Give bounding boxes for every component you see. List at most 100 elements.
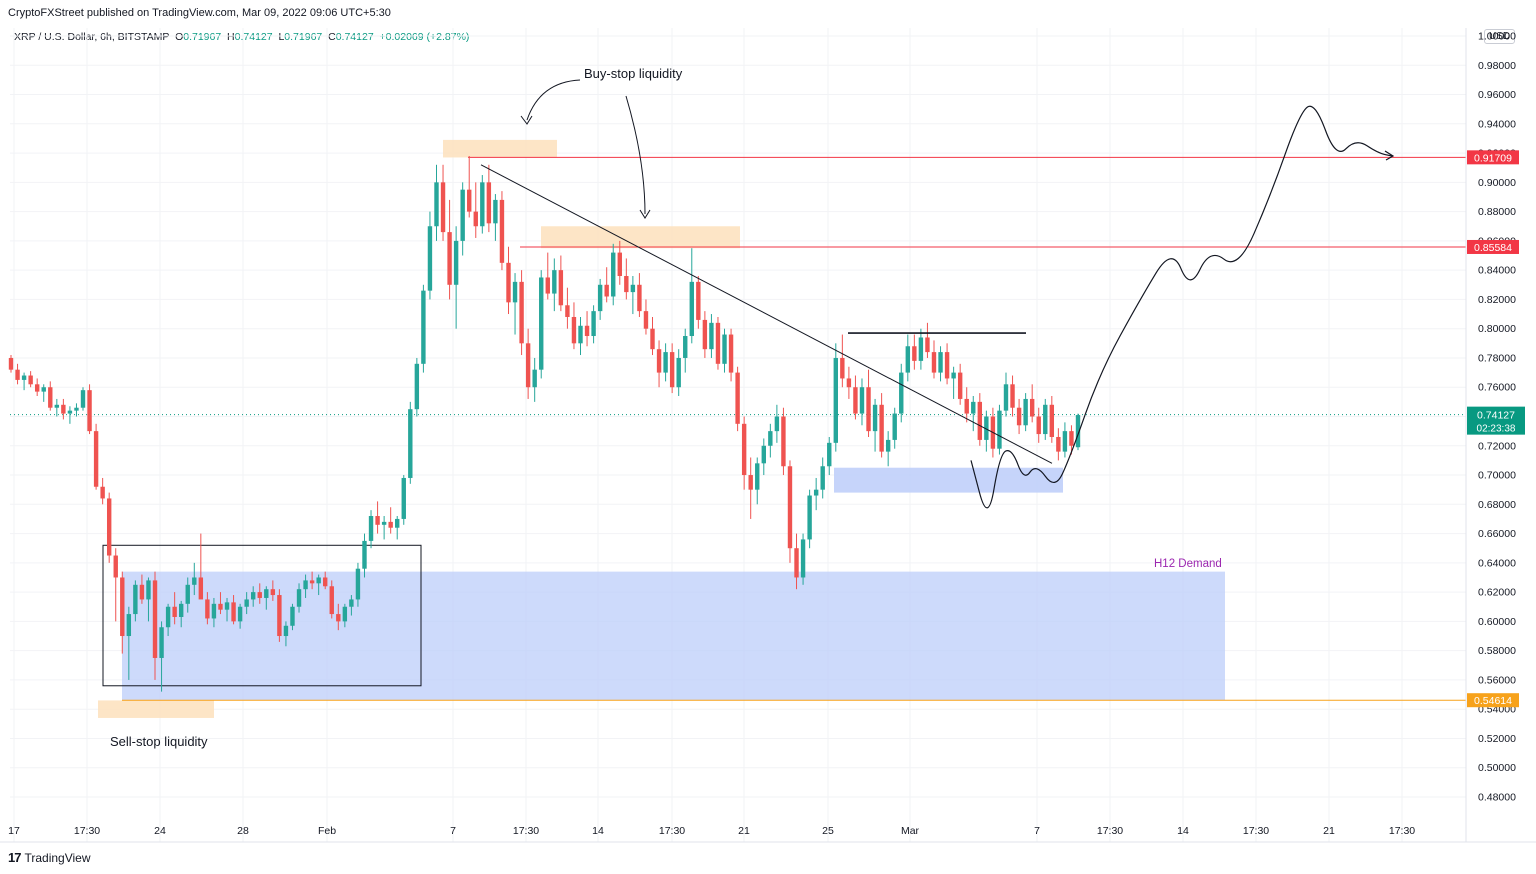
candle-body (565, 305, 570, 317)
candle-body (552, 270, 557, 294)
symbol-name[interactable]: XRP / U.S. Dollar, 6h, BITSTAMP (14, 31, 170, 43)
price-level-tag (1467, 693, 1519, 708)
descending-trendline (480, 164, 1053, 464)
candle-body (61, 404, 66, 414)
candle-body (597, 284, 603, 312)
candle-body (787, 466, 793, 549)
candle-body (290, 606, 295, 626)
y-axis[interactable]: 0.480000.500000.520000.540000.560000.580… (1465, 28, 1525, 842)
candle-body (355, 568, 361, 600)
candle-body (1016, 407, 1022, 426)
candle-body (270, 589, 276, 596)
current-price-label: 0.74127 (1477, 410, 1515, 422)
candle-body (827, 442, 832, 467)
candle-body (8, 357, 14, 370)
price-level-tag (1467, 239, 1519, 254)
candle-body (519, 281, 524, 344)
x-tick-label: 21 (1323, 825, 1335, 837)
tradingview-footer[interactable]: 17 TradingView (8, 850, 91, 865)
y-tick-label: 0.78000 (1478, 352, 1516, 364)
high-value: 0.74127 (234, 31, 273, 43)
y-tick-label: 0.80000 (1478, 323, 1516, 335)
candle-body (781, 416, 786, 467)
candle-body (859, 387, 865, 414)
close-value: 0.74127 (335, 31, 374, 43)
x-tick-label: Feb (318, 825, 336, 837)
candle-body (1023, 398, 1028, 426)
candle-body (728, 334, 734, 373)
candle-body (440, 182, 446, 233)
currency-badge[interactable]: USD (1484, 29, 1516, 44)
y-tick-label: 0.60000 (1478, 616, 1516, 628)
candle-body (918, 337, 924, 361)
y-tick-label: 0.66000 (1478, 528, 1516, 540)
x-tick-label: 17:30 (1389, 825, 1415, 837)
candle-body (637, 284, 642, 312)
y-tick-label: 0.56000 (1478, 674, 1516, 686)
buy-stop-arrow-left (526, 79, 581, 121)
buy-stop-zone-top (443, 139, 557, 158)
candle-body (846, 378, 852, 388)
candle-body (571, 316, 577, 344)
candle-body (34, 384, 40, 392)
candle-body (683, 336, 688, 358)
candle-body (336, 614, 341, 622)
candle-body (388, 521, 393, 528)
candle-body (1075, 415, 1081, 448)
candle-body (807, 495, 812, 540)
candle-body (309, 580, 315, 584)
drawings-layer (480, 79, 1395, 509)
y-tick-label: 0.90000 (1478, 177, 1516, 189)
candle-body (676, 357, 681, 388)
candle-body (512, 281, 518, 303)
candle-body (87, 390, 92, 432)
candle-body (643, 311, 649, 329)
open-label: O (175, 31, 184, 43)
candle-body (499, 199, 505, 263)
candle-body (146, 580, 151, 600)
buy-stop-label: Buy-stop liquidity (584, 66, 683, 81)
buy-stop-zone-mid (541, 226, 740, 249)
candle-body (656, 349, 662, 373)
y-tick-label: 0.98000 (1478, 60, 1516, 72)
candle-body (264, 589, 269, 598)
candle-body (237, 606, 243, 622)
candle-body (277, 595, 282, 637)
x-tick-label: Mar (901, 825, 920, 837)
candle-body (93, 431, 99, 487)
x-axis[interactable]: 17 17:30 24 28 Feb 7 17:30 14 17:30 21 25 Mar 7 17:30… (0, 825, 1536, 843)
candle-body (113, 555, 118, 578)
x-tick-label: 7 (1034, 825, 1040, 837)
x-tick-label: 17:30 (513, 825, 539, 837)
candle-body (133, 584, 138, 615)
y-tick-label: 0.76000 (1478, 382, 1516, 394)
candle-body (139, 584, 145, 600)
price-level-label: 0.85584 (1474, 242, 1512, 254)
low-value: 0.71967 (284, 31, 323, 43)
zones-layer (98, 139, 1225, 718)
candle-body (1029, 398, 1035, 417)
candle-body (198, 577, 204, 600)
y-tick-label: 0.70000 (1478, 470, 1516, 482)
candle-body (938, 352, 943, 373)
candle-body (689, 281, 694, 337)
y-tick-label: 0.94000 (1478, 118, 1516, 130)
candle-body (545, 277, 550, 294)
candle-body (624, 276, 629, 293)
tradingview-brand: TradingView (24, 850, 91, 865)
candle-body (15, 369, 20, 380)
projection-path (970, 105, 1393, 509)
candle-body (957, 372, 963, 399)
candle-body (971, 401, 976, 414)
candle-body (506, 262, 511, 303)
candle-body (120, 577, 125, 637)
candle-body (820, 466, 825, 490)
candle-body (630, 284, 636, 293)
sell-stop-zone (98, 700, 214, 718)
candle-body (381, 521, 387, 525)
candle-body (591, 311, 596, 337)
y-tick-label: 0.88000 (1478, 206, 1516, 218)
low-label: L (278, 31, 285, 43)
annotation-layer: Buy-stop liquidity Sell-stop liquidity H12… (110, 66, 1222, 749)
